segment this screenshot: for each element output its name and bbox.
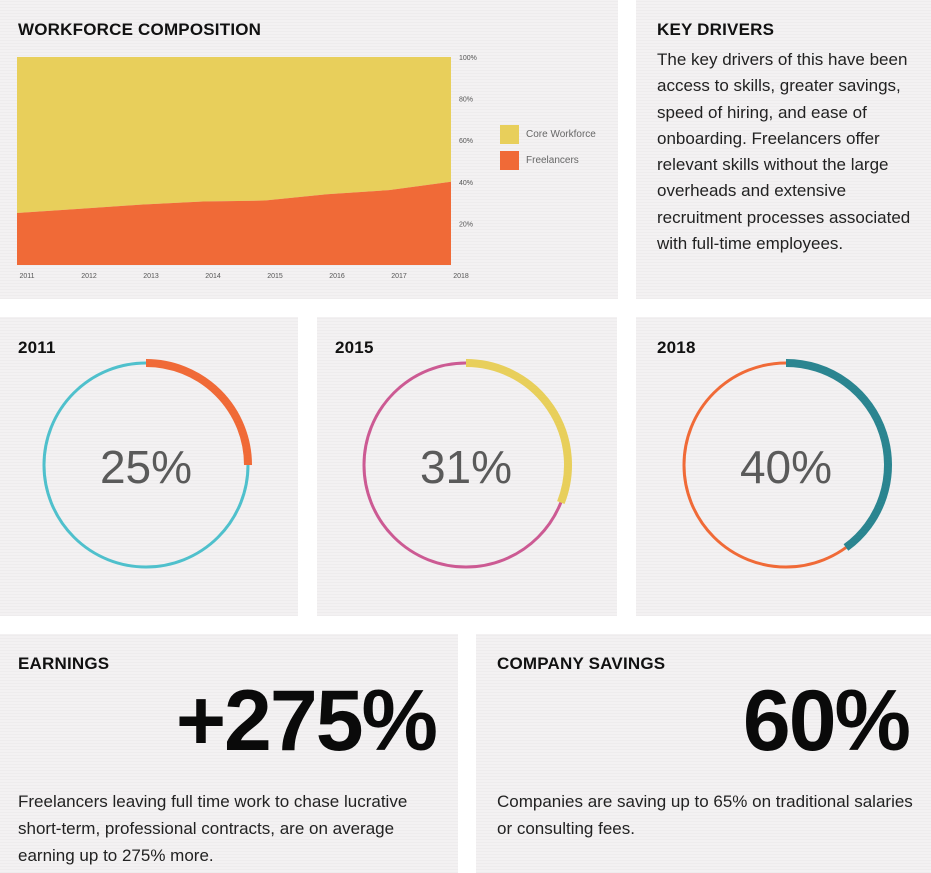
donut-arc [785,359,892,551]
donut-chart-2018: 40% [682,359,892,569]
donut-year-2011: 2011 [18,338,56,357]
donut-value-label: 40% [740,441,832,493]
legend-item-freelancers: Freelancers [500,151,596,170]
donut-panel-2015: 31% 2015 [317,317,617,616]
donut-chart-2011: 25% [42,359,252,569]
y-tick-label: 40% [459,180,473,187]
x-tick-label: 2011 [19,273,34,280]
savings-title: COMPANY SAVINGS [497,654,666,673]
donut-value-label: 31% [420,441,512,493]
key-drivers-title: KEY DRIVERS [657,20,775,39]
x-tick-label: 2013 [143,273,159,280]
y-tick-label: 100% [459,55,477,62]
x-tick-label: 2016 [329,273,345,280]
legend-swatch-core-workforce [500,125,519,144]
workforce-composition-panel: 2011 2012 2013 2014 2015 2016 2017 2018 20% 40% 60… [0,0,618,299]
legend-label-core-workforce: Core Workforce [526,129,596,140]
company-savings-panel: COMPANY SAVINGS 60% Companies are saving… [476,634,931,873]
x-tick-label: 2015 [267,273,283,280]
y-tick-label: 20% [459,221,473,228]
area-core-workforce [17,57,451,213]
workforce-title: WORKFORCE COMPOSITION [18,20,262,39]
donut-chart-2015: 31% [362,359,572,569]
area-freelancers [17,181,451,265]
y-tick-label: 60% [459,138,473,145]
legend-item-core-workforce: Core Workforce [500,125,596,144]
earnings-text: Freelancers leaving full time work to ch… [18,792,408,865]
key-drivers-panel: KEY DRIVERS The key drivers of this have… [636,0,931,299]
earnings-big-number: +275% [175,673,438,769]
earnings-panel: EARNINGS +275% Freelancers leaving full … [0,634,458,873]
legend-swatch-freelancers [500,151,519,170]
earnings-title: EARNINGS [18,654,110,673]
x-tick-label: 2012 [81,273,97,280]
y-tick-label: 80% [459,97,473,104]
donut-arc [145,359,252,466]
legend-label-freelancers: Freelancers [526,155,579,166]
donut-value-label: 25% [100,441,192,493]
donut-year-2018: 2018 [657,338,696,357]
savings-big-number: 60% [742,673,911,769]
x-tick-label: 2014 [205,273,221,280]
x-tick-label: 2018 [453,273,469,280]
donut-arc [465,359,572,505]
key-drivers-text: The key drivers of this have been access… [657,50,911,254]
area-chart: 2011 2012 2013 2014 2015 2016 2017 2018 20% 40% 60… [17,55,477,280]
chart-legend: Core Workforce Freelancers [500,125,596,177]
donut-panel-2011: 25% 2011 [0,317,298,616]
donut-year-2015: 2015 [335,338,374,357]
x-tick-label: 2017 [391,273,407,280]
donut-panel-2018: 40% 2018 [636,317,931,616]
savings-text: Companies are saving up to 65% on tradit… [497,792,913,838]
